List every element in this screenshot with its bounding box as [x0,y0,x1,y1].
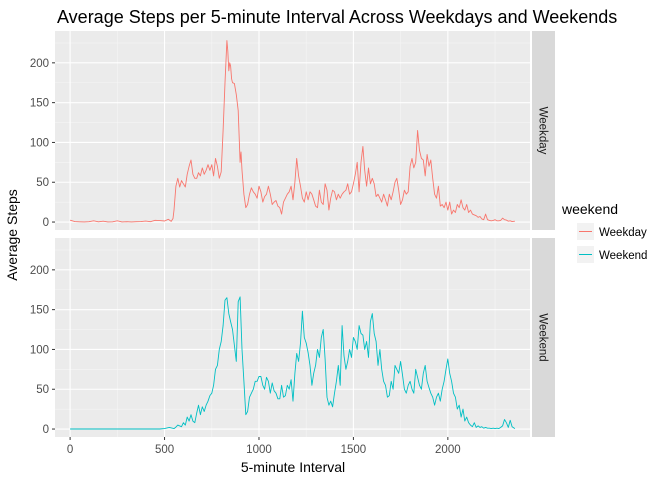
y-axis-title: Average Steps [4,189,20,281]
x-axis: 0 500 1000 1500 2000 [67,437,461,456]
y-tick-label: 50 [36,384,49,396]
facet-strip [532,238,555,437]
x-tick-label: 500 [155,444,174,456]
facet-strip-label: Weekend [537,313,549,361]
y-tick-label: 50 [36,177,49,189]
facet-strip-label: Weekday [537,107,549,155]
x-axis-title: 5-minute Interval [241,459,345,475]
panel-background [55,31,530,230]
x-tick-label: 1500 [341,444,367,456]
chart-title: Average Steps per 5-minute Interval Acro… [57,7,617,27]
y-tick-label: 150 [30,98,49,110]
y-tick-label: 100 [30,137,49,149]
x-tick-label: 1000 [246,444,272,456]
y-tick-label: 200 [30,265,49,277]
panel-weekend: 0 50 100 150 200 Weekend [30,238,555,437]
y-tick-label: 150 [30,305,49,317]
series-line-weekday [69,40,515,223]
legend: weekend Weekday Weekend [561,201,647,263]
y-tick-label: 0 [43,217,49,229]
legend-label: Weekend [599,250,647,262]
facet-strip [532,31,555,230]
panel-background [55,238,530,437]
y-tick-label: 200 [30,58,49,70]
facet-panels: 0 50 100 150 200 Weekday 0 50 100 150 200 Weekend [30,31,555,437]
x-tick-label: 2000 [435,444,461,456]
y-tick-label: 0 [43,424,49,436]
legend-label: Weekday [599,227,647,239]
legend-title: weekend [561,201,618,217]
legend-item-weekday: Weekday [577,223,647,240]
y-tick-label: 100 [30,344,49,356]
legend-item-weekend: Weekend [577,246,647,263]
series-line-weekend [70,296,516,430]
panel-weekday: 0 50 100 150 200 Weekday [30,31,555,230]
x-tick-label: 0 [67,444,73,456]
